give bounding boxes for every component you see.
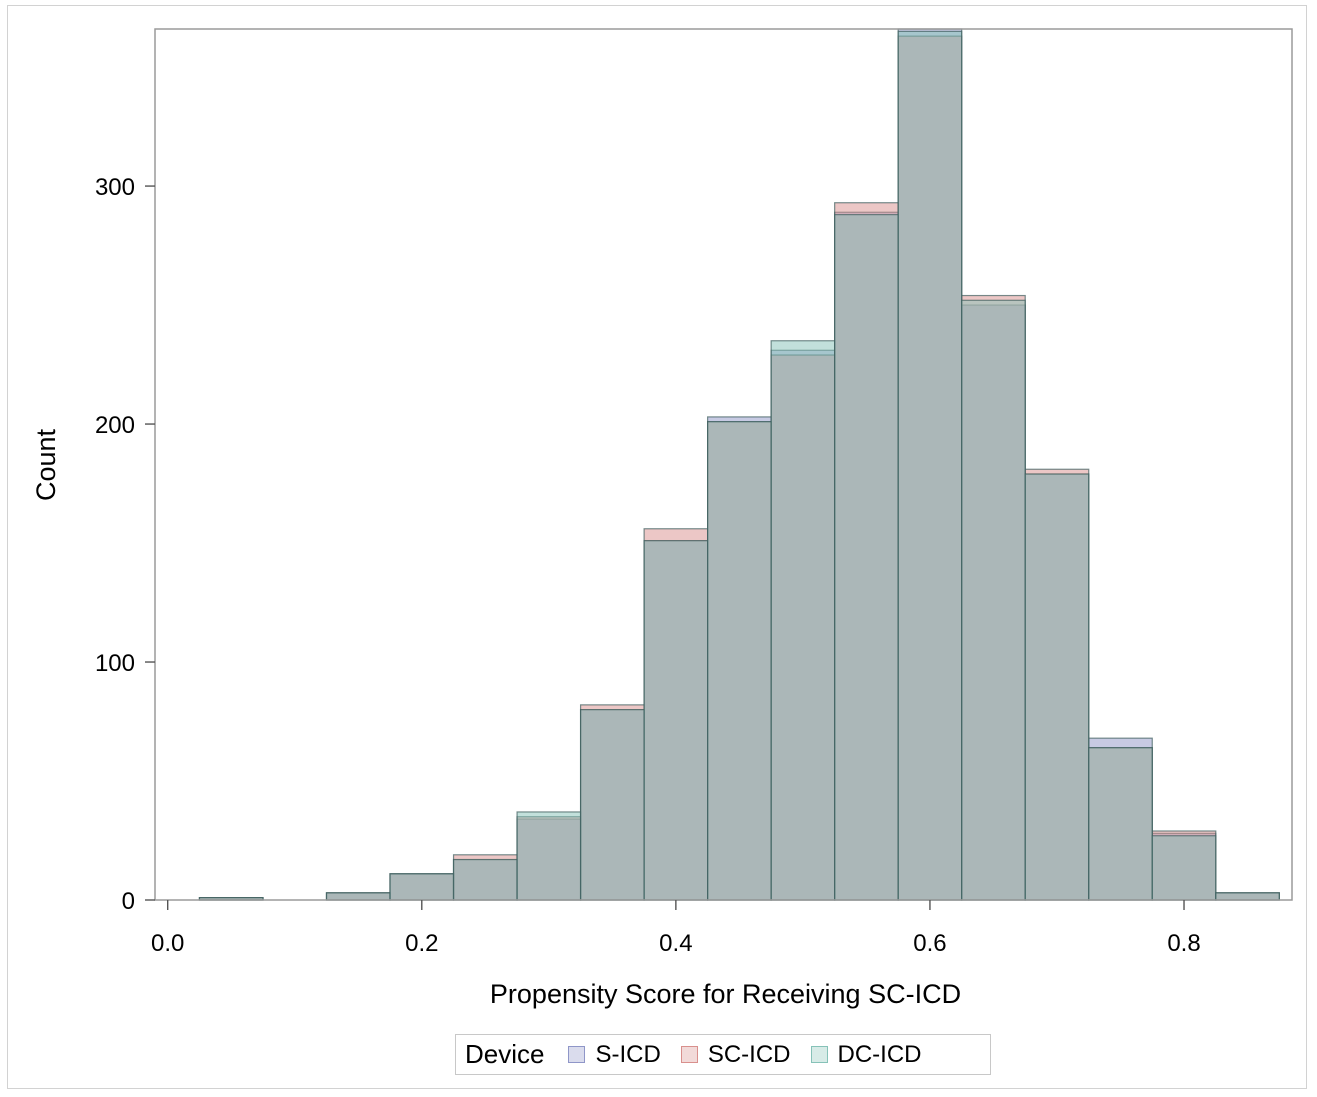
bar-dc-icd-0.75 (1088, 747, 1153, 901)
x-tick-label: 0.6 (913, 930, 946, 957)
legend-label-s-icd: S-ICD (595, 1040, 661, 1068)
bar-dc-icd-0.30 (516, 811, 582, 901)
bar-dc-icd-0.70 (1024, 473, 1090, 901)
legend-title: Device (465, 1039, 545, 1069)
x-tick-label: 0.2 (405, 930, 438, 957)
legend-swatch-sc-icd (680, 1046, 698, 1063)
legend-swatch-dc-icd (810, 1046, 828, 1063)
bar-dc-icd-0.25 (452, 858, 518, 901)
legend-swatch-s-icd (568, 1046, 586, 1063)
bar-dc-icd-0.35 (579, 709, 645, 901)
bar-dc-icd-0.50 (770, 340, 836, 901)
bar-dc-icd-0.80 (1151, 835, 1217, 901)
legend-label-dc-icd: DC-ICD (837, 1040, 922, 1068)
legend-item-dc-icd: DC-ICD (810, 1040, 922, 1069)
y-tick-label: 200 (95, 412, 135, 439)
bar-dc-icd-0.65 (961, 299, 1026, 901)
bar-dc-icd-0.55 (834, 214, 899, 901)
bar-dc-icd-0.60 (897, 30, 963, 901)
legend-item-sc-icd: SC-ICD (680, 1040, 791, 1069)
x-axis-label: Propensity Score for Receiving SC-ICD (490, 979, 961, 1009)
bars-layer (198, 28, 1280, 901)
y-tick-label: 0 (122, 888, 135, 915)
bar-dc-icd-0.15 (325, 892, 391, 901)
y-tick-label: 300 (95, 174, 135, 201)
bar-dc-icd-0.45 (707, 421, 772, 901)
bar-dc-icd-0.40 (643, 540, 709, 901)
legend-item-s-icd: S-ICD (568, 1040, 661, 1069)
legend: Device S-ICD SC-ICD DC-ICD (455, 1034, 991, 1075)
y-axis-label: Count (31, 428, 61, 501)
legend-label-sc-icd: SC-ICD (707, 1040, 791, 1068)
x-tick-label: 0.0 (151, 930, 184, 957)
plot-area-border (154, 28, 1293, 901)
x-tick-label: 0.4 (659, 930, 692, 957)
chart-frame (7, 5, 1307, 1089)
y-tick-label: 100 (95, 650, 135, 677)
bar-dc-icd-0.85 (1215, 892, 1280, 901)
x-tick-label: 0.8 (1167, 930, 1200, 957)
axes-layer: 0.0 0.2 0.4 0.6 0.8 0 100 200 300 (95, 174, 1201, 957)
bar-dc-icd-0.20 (389, 873, 455, 901)
